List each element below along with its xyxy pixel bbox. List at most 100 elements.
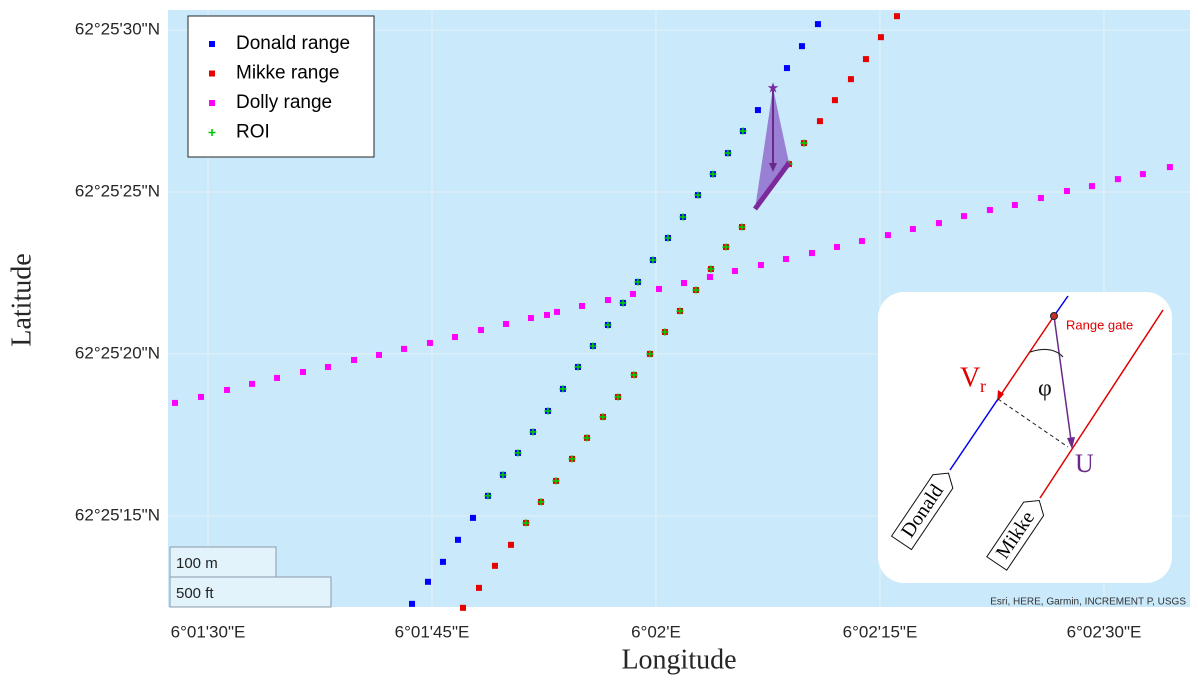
roi-point (630, 371, 638, 379)
range-point (351, 356, 358, 363)
tag-shape (890, 472, 954, 551)
range-point (459, 604, 466, 611)
vector-star: ★ (767, 80, 780, 96)
roi-point (722, 243, 730, 251)
range-point (527, 315, 534, 322)
legend-label: ROI (236, 122, 270, 143)
roi-point (589, 342, 597, 350)
range-point (299, 369, 306, 376)
legend-marker (209, 70, 215, 77)
inset-label: U (1075, 449, 1094, 478)
range-point (491, 562, 498, 569)
vector-arrow (1053, 315, 1072, 441)
range-point (1037, 194, 1044, 201)
roi-point (634, 278, 642, 286)
range-point (935, 220, 942, 227)
range-point (198, 393, 205, 400)
range-point (706, 273, 713, 280)
range-point (1114, 176, 1121, 183)
y-tick-label: 62°25'30"N (75, 20, 160, 39)
marks (171, 13, 1173, 611)
range-point (1166, 164, 1173, 171)
range-point (1063, 188, 1070, 195)
roi-point (676, 307, 684, 315)
legend-marker (209, 100, 215, 106)
roi-point (559, 385, 567, 393)
range-point (409, 600, 416, 607)
range-point (862, 56, 869, 63)
vector-arrowhead (769, 163, 777, 172)
range-point (858, 238, 865, 245)
range-point (877, 34, 884, 41)
range-point (543, 311, 550, 318)
legend-marker (209, 41, 215, 47)
range-point (831, 97, 838, 104)
projection-line (997, 398, 1069, 448)
arrowhead (1067, 437, 1075, 449)
roi-point (707, 265, 715, 273)
roi-point (552, 477, 560, 485)
attribution: Esri, HERE, Garmin, INCREMENT P, USGS (990, 597, 1186, 608)
range-point (454, 536, 461, 543)
series (171, 164, 1173, 406)
range-point (424, 578, 431, 585)
range-point (782, 255, 789, 262)
legend-label: Donald range (236, 33, 350, 54)
scale-bar: 100 m 500 ft (169, 546, 332, 608)
range-point (816, 118, 823, 125)
roi-point (709, 170, 717, 178)
legend-label: Dolly range (236, 92, 332, 113)
roi-point (649, 256, 657, 264)
inset-diagram: Range gate V r φ U Donald Mikke (878, 292, 1172, 583)
inset-label: φ (1038, 376, 1052, 402)
roi-point (599, 413, 607, 421)
range-point (274, 374, 281, 381)
range-point (680, 280, 687, 287)
roi-point (619, 299, 627, 307)
x-tick-label: 6°02'30"E (1067, 622, 1142, 641)
vector-annotation: ★ (752, 80, 792, 211)
x-tick-label: 6°01'45"E (395, 622, 470, 641)
range-point (507, 541, 514, 548)
range-point (783, 65, 790, 72)
scale-label: 500 ft (176, 585, 214, 602)
roi-point (522, 519, 530, 527)
range-point (960, 213, 967, 220)
y-axis-title: Latitude (6, 253, 37, 346)
scale-bar-imperial (169, 576, 332, 608)
range-point (754, 107, 761, 114)
range-point (1011, 201, 1018, 208)
range-point (578, 302, 585, 309)
range-point (224, 386, 231, 393)
roi-point (568, 455, 576, 463)
inset-label: Range gate (1066, 317, 1133, 332)
roi-point (694, 191, 702, 199)
roi-point (499, 471, 507, 479)
x-tick-label: 6°02'E (631, 622, 681, 641)
range-point (893, 13, 900, 20)
range-point (400, 345, 407, 352)
range-point (451, 334, 458, 341)
roi-point (646, 350, 654, 358)
beam-line (1053, 295, 1069, 317)
x-tick-label: 6°02'15"E (843, 622, 918, 641)
range-point (1139, 171, 1146, 178)
inset-label: r (980, 376, 986, 396)
range-point (757, 262, 764, 269)
legend-box (187, 15, 375, 158)
range-point (814, 21, 821, 28)
range-point (808, 250, 815, 257)
range-point (475, 584, 482, 591)
range-point (502, 320, 509, 327)
range-point (909, 226, 916, 233)
roi-point (738, 223, 746, 231)
range-point (833, 243, 840, 250)
y-tick-label: 62°25'20"N (75, 344, 160, 363)
range-point (249, 380, 256, 387)
range-point (477, 327, 484, 334)
range-point (655, 285, 662, 292)
angle-arc (1029, 348, 1064, 358)
y-tick-label: 62°25'25"N (75, 182, 160, 201)
range-point (376, 351, 383, 358)
